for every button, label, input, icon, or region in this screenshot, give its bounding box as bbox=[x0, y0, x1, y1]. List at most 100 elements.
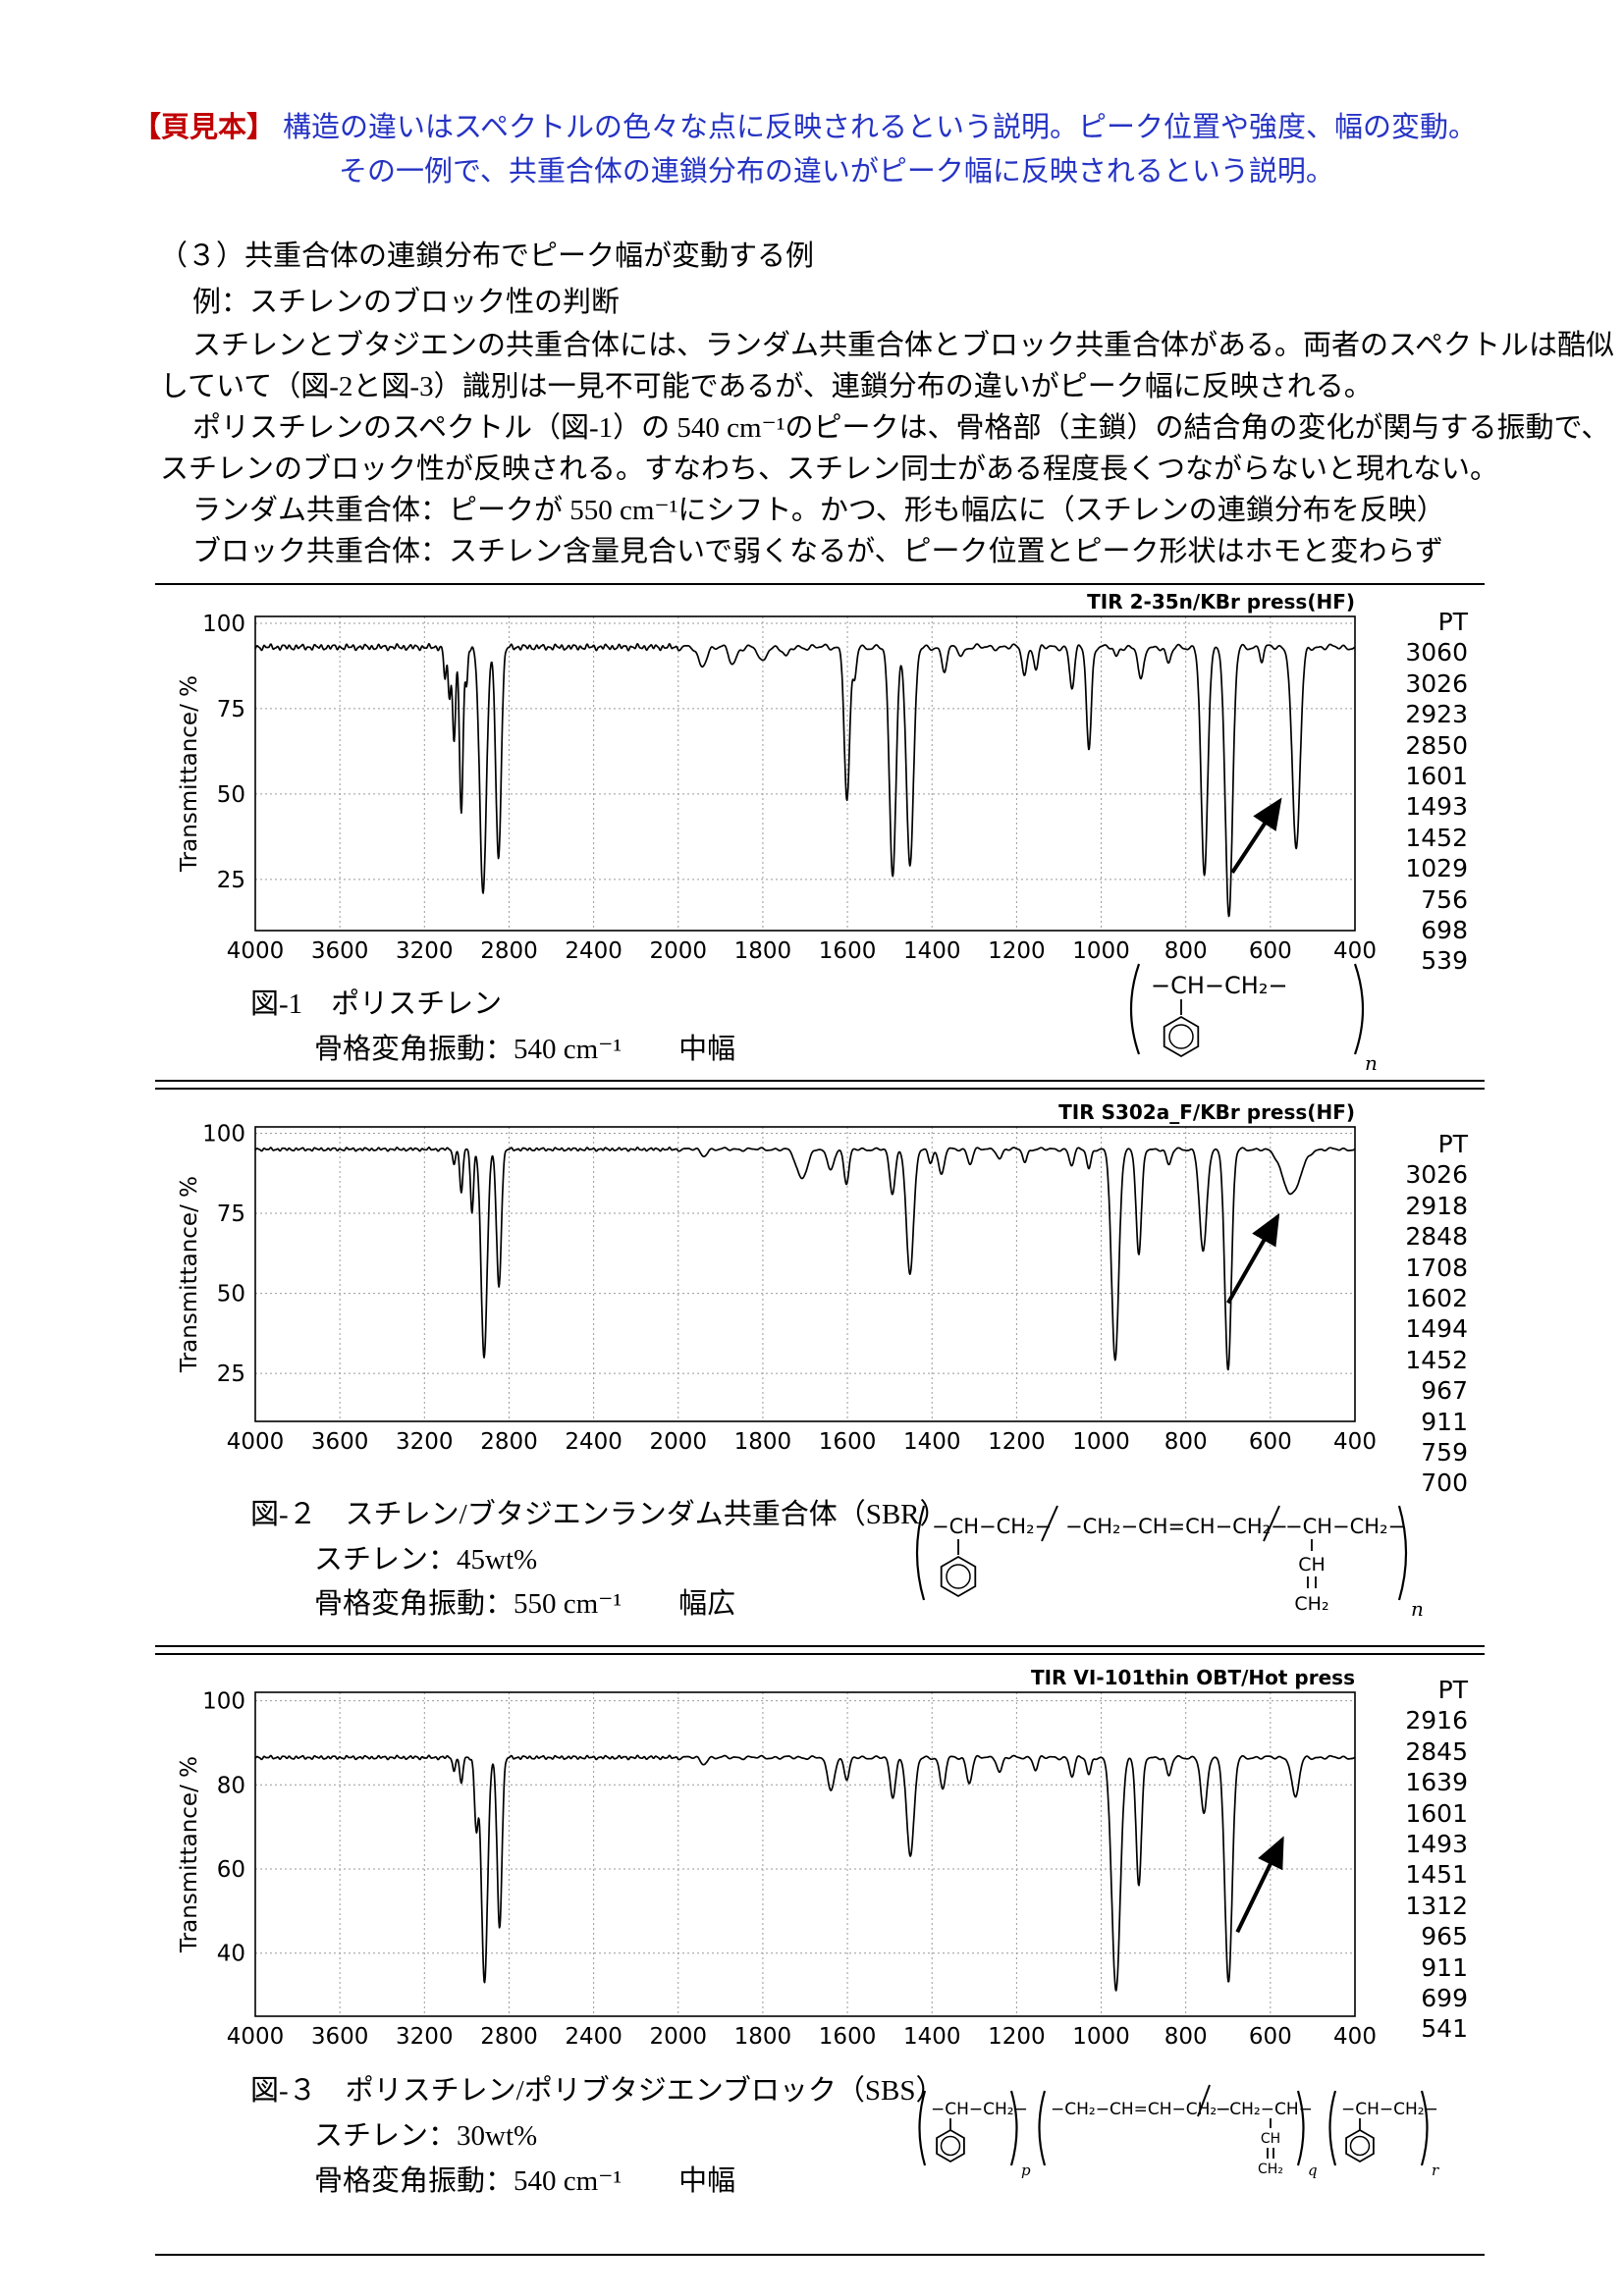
vinyl-ch-label: CH bbox=[1261, 2131, 1280, 2147]
figure2-styrene-content: スチレン：45wt% bbox=[314, 1544, 538, 1575]
sbr-structure: −CH−CH₂− −CH₂−CH=CH−CH₂− −CH−CH₂− CH CH₂… bbox=[915, 1505, 1424, 1621]
x-tick-label: 4000 bbox=[227, 938, 285, 964]
y-tick-label: 25 bbox=[217, 868, 245, 893]
peak-value: 756 bbox=[1421, 884, 1468, 914]
x-tick-label: 1600 bbox=[819, 938, 877, 964]
divider bbox=[155, 1645, 1485, 1647]
x-tick-label: 1800 bbox=[734, 938, 792, 964]
peak-value: 2848 bbox=[1405, 1222, 1468, 1252]
example-title: 例：スチレンのブロック性の判断 bbox=[192, 287, 621, 318]
paren-right bbox=[1296, 2090, 1305, 2166]
peak-value: 3026 bbox=[1405, 1160, 1468, 1190]
copolymer-slash bbox=[1263, 1505, 1280, 1542]
x-tick-label: 1000 bbox=[1072, 2024, 1130, 2050]
peak-value: 1601 bbox=[1405, 762, 1468, 791]
x-tick-label: 1600 bbox=[819, 2024, 877, 2050]
y-tick-label: 50 bbox=[217, 782, 245, 808]
peak-table-header: PT bbox=[1437, 1130, 1468, 1158]
subscript-n: n bbox=[1365, 1051, 1378, 1075]
peak-value: 2923 bbox=[1405, 700, 1468, 729]
paren-left bbox=[915, 1505, 926, 1601]
benzene-hexagon bbox=[936, 2128, 965, 2163]
styrene-block-text: −CH−CH₂− bbox=[1341, 2100, 1438, 2119]
x-tick-label: 400 bbox=[1333, 938, 1377, 964]
peak-value: 699 bbox=[1421, 1984, 1468, 2013]
paren-right bbox=[1420, 2090, 1429, 2166]
x-tick-label: 800 bbox=[1164, 938, 1208, 964]
subscript-r: r bbox=[1432, 2162, 1439, 2179]
divider bbox=[155, 1653, 1485, 1655]
ir-spectrum-chart-sbr: 4000 3600 3200 2800 2400 2000 1800 1600 1400 1200… bbox=[177, 1100, 1377, 1455]
subscript-p: p bbox=[1021, 2162, 1031, 2179]
plot-frame bbox=[254, 615, 1356, 932]
divider bbox=[155, 1088, 1485, 1090]
peak-value: 1029 bbox=[1405, 854, 1468, 883]
ir-spectrum-chart-sbs: 4000 3600 3200 2800 2400 2000 1800 1600 1400 1200… bbox=[177, 1666, 1377, 2050]
y-axis-label: Transmittance/ % bbox=[177, 1756, 202, 1953]
x-tick-label: 600 bbox=[1249, 938, 1292, 964]
divider bbox=[155, 2254, 1485, 2256]
peak-value: 759 bbox=[1421, 1438, 1468, 1468]
subscript-n: n bbox=[1411, 1597, 1424, 1621]
peak-pointer-arrow bbox=[1235, 1836, 1284, 1934]
peak-value: 698 bbox=[1421, 916, 1468, 945]
peak-value: 2845 bbox=[1405, 1736, 1468, 1766]
peak-value: 1494 bbox=[1405, 1314, 1468, 1344]
paren-right bbox=[1353, 963, 1365, 1055]
copolymer-slash bbox=[1197, 2084, 1211, 2117]
y-tick-label: 100 bbox=[202, 1122, 245, 1148]
spectrum-curve bbox=[254, 1754, 1356, 1992]
styrene-block-text: −CH−CH₂− bbox=[931, 2100, 1028, 2119]
y-tick-label: 40 bbox=[217, 1942, 245, 1967]
x-tick-label: 1200 bbox=[988, 2024, 1046, 2050]
butadiene-unit-text: −CH₂−CH=CH−CH₂− bbox=[1065, 1515, 1288, 1538]
figure2-vibration-note: 骨格変角振動：550 cm⁻¹ 幅広 bbox=[314, 1588, 736, 1620]
peak-value: 1639 bbox=[1405, 1768, 1468, 1797]
peak-table-fig1: PT 3060 3026 2923 2850 1601 1493 1452 1029 756 698… bbox=[1370, 607, 1468, 977]
body-text-line: スチレンとブタジエンの共重合体には、ランダム共重合体とブロック共重合体がある。両… bbox=[192, 330, 1614, 361]
peak-pointer-arrow bbox=[1230, 797, 1282, 874]
x-tick-label: 600 bbox=[1249, 1429, 1292, 1455]
plot-frame bbox=[254, 1691, 1356, 2017]
x-tick-label: 3200 bbox=[396, 938, 454, 964]
x-tick-label: 1600 bbox=[819, 1429, 877, 1455]
paren-left bbox=[1038, 2090, 1047, 2166]
figure1-caption: 図-1 ポリスチレン bbox=[250, 988, 503, 1020]
benzene-circle bbox=[1168, 1024, 1194, 1049]
x-tick-label: 1200 bbox=[988, 938, 1046, 964]
peak-value: 1312 bbox=[1405, 1891, 1468, 1920]
copolymer-slash bbox=[1041, 1505, 1058, 1542]
x-tick-label: 3600 bbox=[311, 1429, 369, 1455]
figure3-caption: 図-３ ポリスチレン/ポリブタジエンブロック（SBS） bbox=[250, 2075, 945, 2107]
benzene-circle bbox=[1349, 2135, 1371, 2157]
peak-table-fig3: PT 2916 2845 1639 1601 1493 1451 1312 965 911 699 5… bbox=[1370, 1675, 1468, 2045]
x-tick-label: 1400 bbox=[903, 2024, 961, 2050]
peak-value: 911 bbox=[1421, 1407, 1468, 1436]
peak-value: 1452 bbox=[1405, 1345, 1468, 1374]
peak-value: 541 bbox=[1421, 2014, 1468, 2044]
x-tick-label: 2400 bbox=[565, 2024, 623, 2050]
benzene-hexagon bbox=[1345, 2128, 1375, 2163]
benzene-ring-icon bbox=[936, 2128, 965, 2163]
figure2-caption: 図-２ スチレン/ブタジエンランダム共重合体（SBR） bbox=[250, 1499, 948, 1530]
header-note-line1: 構造の違いはスペクトルの色々な点に反映されるという説明。ピーク位置や強度、幅の変… bbox=[283, 112, 1477, 143]
peak-value: 1708 bbox=[1405, 1253, 1468, 1282]
x-tick-label: 3200 bbox=[396, 2024, 454, 2050]
x-tick-label: 2000 bbox=[649, 938, 707, 964]
benzene-ring-icon bbox=[1163, 1015, 1200, 1058]
benzene-ring-icon bbox=[1345, 2128, 1375, 2163]
section-title: （３）共重合体の連鎖分布でピーク幅が変動する例 bbox=[159, 240, 815, 272]
x-tick-label: 1800 bbox=[734, 2024, 792, 2050]
x-tick-label: 1800 bbox=[734, 1429, 792, 1455]
peak-value: 1493 bbox=[1405, 1830, 1468, 1859]
benzene-hexagon bbox=[940, 1555, 977, 1598]
x-tick-label: 2400 bbox=[565, 938, 623, 964]
vinyl-block-text: −CH₂−CH− bbox=[1216, 2100, 1313, 2119]
vinyl-unit-text: −CH−CH₂− bbox=[1285, 1515, 1405, 1538]
figure3-vibration-note: 骨格変角振動：540 cm⁻¹ 中幅 bbox=[314, 2165, 736, 2197]
paren-right bbox=[1397, 1505, 1408, 1601]
peak-value: 700 bbox=[1421, 1468, 1468, 1498]
x-tick-label: 400 bbox=[1333, 2024, 1377, 2050]
peak-table-header: PT bbox=[1437, 1676, 1468, 1704]
x-tick-label: 800 bbox=[1164, 2024, 1208, 2050]
